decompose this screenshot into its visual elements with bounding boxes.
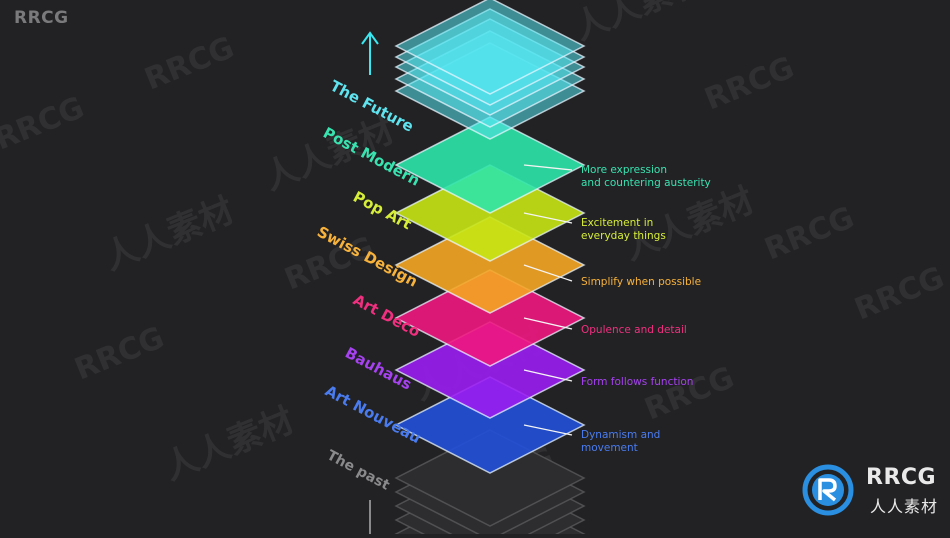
logo-text: RRCG (866, 465, 937, 490)
description-art-nouveau-line-1: Dynamism and (581, 429, 660, 441)
watermark-text: RRCG (760, 200, 859, 267)
era-label-art-nouveau: Art Nouveau (322, 382, 424, 448)
description-pop-art-line-1: Excitement in (581, 217, 653, 229)
layer-bauhaus (394, 321, 586, 419)
logo-subtext: 人人素材 (870, 497, 939, 516)
brand-logo: RRCG 人人素材 (800, 462, 950, 522)
leader-line-post-modern (523, 164, 573, 171)
leader-line-art-nouveau (523, 424, 573, 436)
future-arrow (361, 31, 379, 75)
leader-line-pop-art (523, 212, 573, 224)
rrcg-logo-icon (802, 464, 854, 516)
layer-post-modern (394, 116, 586, 214)
layer-art-deco (394, 269, 586, 367)
description-pop-art-line-2: everyday things (581, 230, 666, 242)
corner-watermark: RRCG (14, 8, 69, 28)
watermark-text: RRCG (70, 320, 169, 387)
description-art-deco-line-1: Opulence and detail (581, 324, 687, 336)
description-post-modern-line-2: and countering austerity (581, 177, 711, 189)
leader-line-art-deco (523, 317, 573, 330)
watermark-text: RRCG (0, 90, 89, 157)
leader-line-swiss-design (523, 264, 573, 282)
layer-stack (394, 0, 586, 538)
era-label-past: The past (324, 447, 392, 493)
layer-swiss-design (394, 216, 586, 314)
description-art-nouveau-line-2: movement (581, 442, 638, 454)
description-post-modern-line-1: More expression (581, 164, 667, 176)
watermark-text: RRCG (140, 30, 239, 97)
leader-line-bauhaus (523, 369, 573, 382)
layer-past-5 (394, 429, 586, 527)
watermark-text: 人人素材 (98, 190, 239, 278)
description-bauhaus-line-1: Form follows function (581, 376, 693, 388)
watermark-text: 人人素材 (568, 0, 709, 48)
watermark-text: 人人素材 (158, 400, 299, 488)
layer-art-nouveau (394, 376, 586, 474)
watermark-text: RRCG (850, 260, 949, 327)
layer-future-5 (394, 0, 586, 95)
watermark-text: RRCG (700, 50, 799, 117)
watermark-text: RRCG (640, 360, 739, 427)
description-swiss-design-line-1: Simplify when possible (581, 276, 701, 288)
